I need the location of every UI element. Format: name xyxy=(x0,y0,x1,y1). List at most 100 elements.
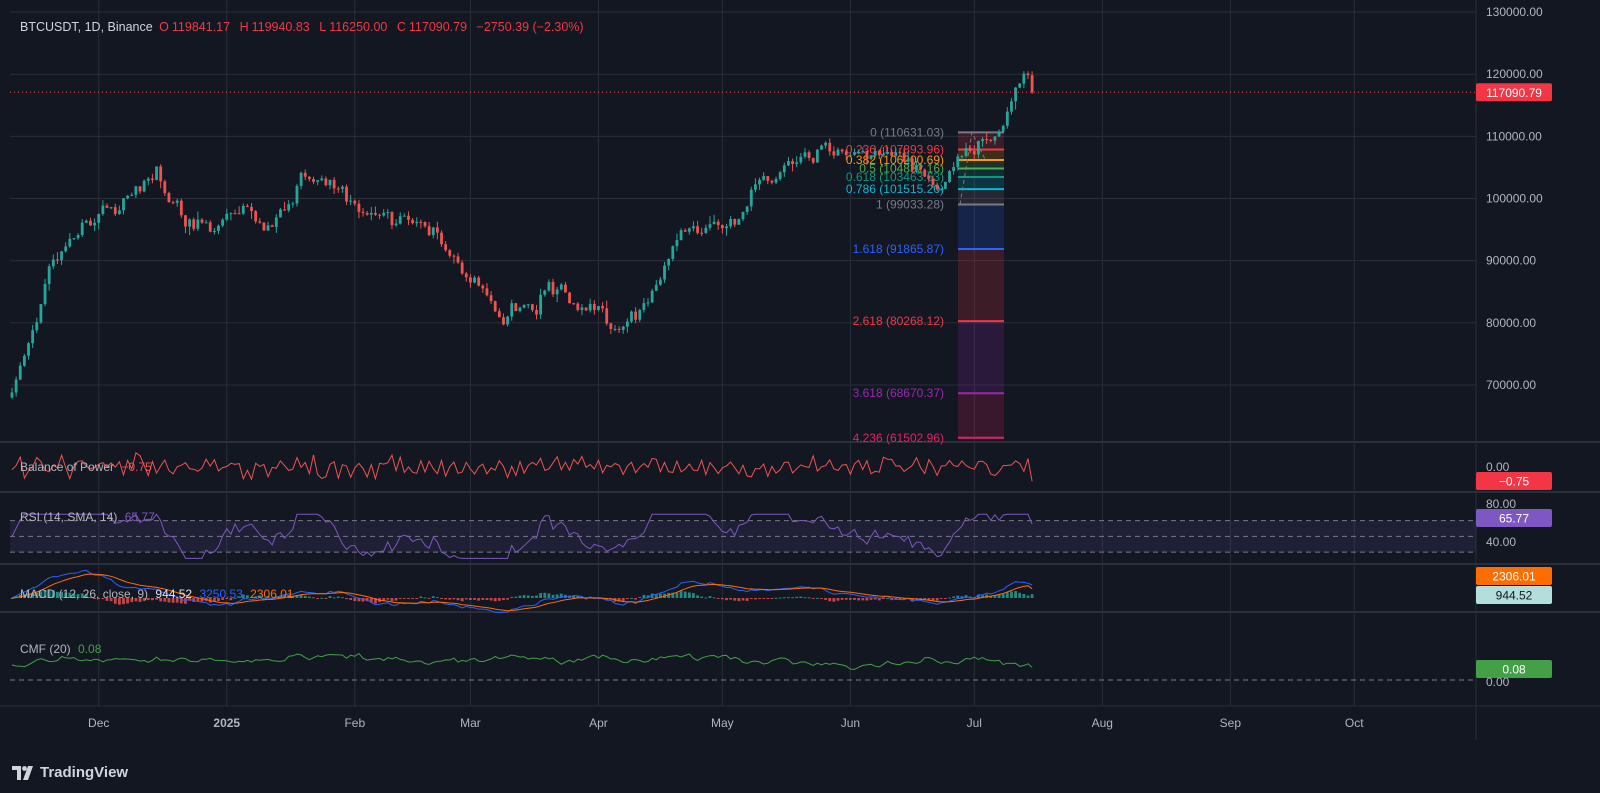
candle-body xyxy=(869,155,873,159)
cmf-value-badge: 0.08 xyxy=(1476,660,1552,678)
candle-body xyxy=(782,165,786,173)
time-axis-label[interactable]: Sep xyxy=(1220,716,1242,730)
symbol-name[interactable]: BTCUSDT, 1D, Binance xyxy=(20,20,153,34)
macd-histogram-bar xyxy=(493,598,497,602)
time-axis-label[interactable]: 2025 xyxy=(213,716,240,730)
price-axis-label[interactable]: 90000.00 xyxy=(1486,254,1536,268)
price-axis-label[interactable]: 110000.00 xyxy=(1486,129,1542,143)
rsi-value-badge-text: 65.77 xyxy=(1499,512,1529,526)
candle-body xyxy=(964,148,968,156)
time-axis-label[interactable]: Apr xyxy=(589,716,608,730)
time-axis-label[interactable]: May xyxy=(711,716,734,730)
rsi-legend[interactable]: RSI (14, SMA, 14) 65.77 xyxy=(20,510,159,524)
time-axis-label[interactable]: Jun xyxy=(841,716,860,730)
candle xyxy=(22,354,26,367)
candle-body xyxy=(915,165,918,171)
candle xyxy=(1022,71,1026,88)
candle-body xyxy=(857,151,861,153)
balance-of-power-pane xyxy=(11,451,1033,482)
macd-histogram-bar xyxy=(328,596,332,598)
macd-histogram-bar xyxy=(336,596,340,598)
macd-histogram-bar xyxy=(299,594,303,598)
candle-body xyxy=(460,262,464,274)
price-axis-label[interactable]: 80000.00 xyxy=(1486,316,1536,330)
macd-histogram-bar xyxy=(221,598,225,600)
candle xyxy=(617,326,621,334)
macd-histogram-bar xyxy=(72,593,76,598)
bop-legend[interactable]: Balance of Power −0.75 xyxy=(20,460,156,474)
candle xyxy=(374,206,377,216)
macd-histogram-bar xyxy=(283,594,286,598)
candle-body xyxy=(312,178,315,182)
candle-body xyxy=(960,155,964,157)
candle-body xyxy=(848,154,852,156)
price-axis-label[interactable]: 130000.00 xyxy=(1486,5,1543,19)
fib-zone xyxy=(958,204,1004,250)
candle xyxy=(345,184,348,205)
macd-histogram-bar xyxy=(948,597,951,599)
candle xyxy=(39,303,43,325)
axes[interactable]: 130000.00 120000.00 110000.00 100000.00 9000… xyxy=(88,5,1552,730)
macd-histogram-bar xyxy=(824,598,828,600)
macd-legend[interactable]: MACD (12, 26, close, 9) 944.52 3250.53 2… xyxy=(20,587,298,601)
candle-body xyxy=(435,227,439,233)
fib-zone xyxy=(958,168,1004,177)
macd-histogram-bar xyxy=(407,598,410,599)
macd-histogram-bar xyxy=(10,598,14,599)
candle xyxy=(324,176,328,187)
price-axis-label[interactable]: 120000.00 xyxy=(1486,67,1543,81)
price-axis-label[interactable]: 70000.00 xyxy=(1486,378,1536,392)
candle-body xyxy=(68,238,72,247)
fibonacci-extension[interactable]: 0 (110631.03)0.236 (107893.96)0.382 (106… xyxy=(846,125,1004,445)
candle-body xyxy=(473,277,476,283)
macd-histogram-bar xyxy=(270,597,274,599)
candle-body xyxy=(617,328,621,330)
candle-body xyxy=(365,212,369,215)
macd-histogram-bar xyxy=(1026,595,1030,598)
candle-body xyxy=(898,152,902,154)
candle xyxy=(712,214,716,225)
open-label: O xyxy=(159,20,169,34)
candle-body xyxy=(361,211,365,213)
candle-body xyxy=(1005,111,1009,126)
bop-value-badge-text: −0.75 xyxy=(1499,475,1530,489)
tradingview-logo[interactable]: TradingView xyxy=(12,764,128,781)
candle xyxy=(609,322,613,334)
candle xyxy=(700,227,704,237)
macd-histogram-bar xyxy=(89,597,92,599)
candle-body xyxy=(423,222,427,227)
candle xyxy=(572,302,576,305)
macd-histogram-bar xyxy=(76,594,80,598)
candle-body xyxy=(411,219,415,224)
macd-histogram-bar xyxy=(857,598,861,601)
candle-body xyxy=(745,206,749,212)
candle-body xyxy=(357,203,361,212)
macd-histogram-bar xyxy=(497,598,501,601)
macd-histogram-bar xyxy=(997,594,1001,598)
time-axis-label[interactable]: Mar xyxy=(460,716,481,730)
candle xyxy=(564,281,567,293)
candle-body xyxy=(138,186,142,192)
candle xyxy=(671,245,675,262)
time-axis-label[interactable]: Jul xyxy=(967,716,982,730)
time-axis-label[interactable]: Dec xyxy=(88,716,109,730)
candle-body xyxy=(208,222,212,232)
candle xyxy=(320,175,324,182)
time-axis-label[interactable]: Aug xyxy=(1092,716,1113,730)
macd-histogram-bar xyxy=(650,593,654,598)
candle xyxy=(873,146,877,159)
macd-histogram-bar xyxy=(882,598,885,600)
candle-body xyxy=(609,323,613,329)
price-axis-label[interactable]: 100000.00 xyxy=(1486,192,1543,206)
fib-connector xyxy=(959,130,987,205)
candle xyxy=(427,222,431,237)
cmf-legend[interactable]: CMF (20) 0.08 xyxy=(20,642,105,656)
candle-body xyxy=(989,139,993,141)
time-axis-label[interactable]: Oct xyxy=(1345,716,1364,730)
time-axis-label[interactable]: Feb xyxy=(344,716,365,730)
candle xyxy=(171,200,175,205)
candle-body xyxy=(237,213,241,215)
candle xyxy=(378,213,381,220)
